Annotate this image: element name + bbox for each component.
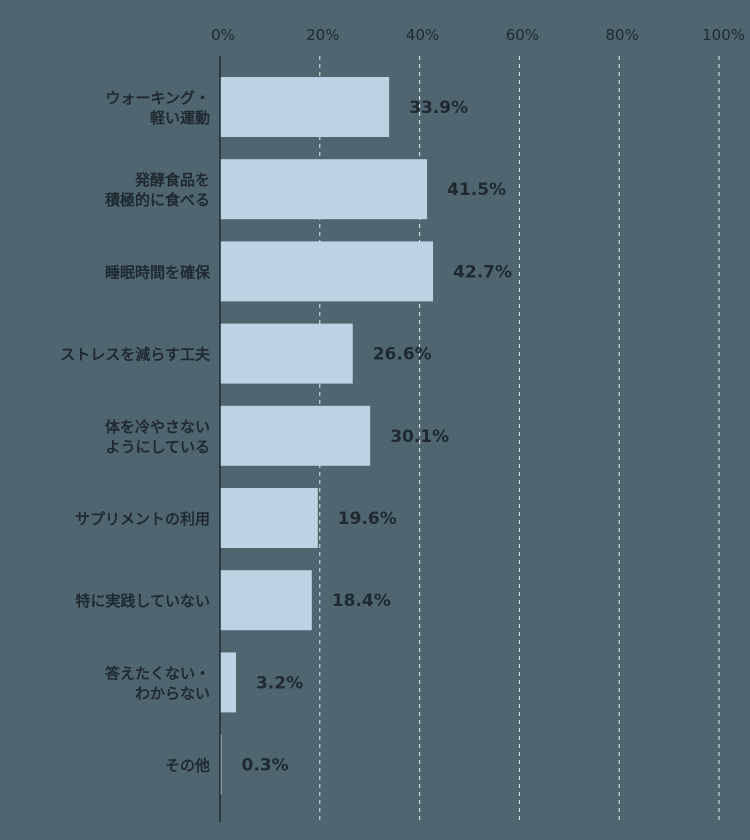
value-label: 41.5%: [447, 180, 506, 200]
bar: [220, 323, 353, 384]
value-labels: 33.9% 41.5% 42.7% 26.6% 30.1% 19.6% 18.4% 3.2% 0…: [242, 98, 513, 776]
category-label: ストレスを減らす工夫: [60, 346, 211, 364]
bar: [220, 652, 236, 713]
category-label: 特に実践していない: [75, 592, 210, 610]
bar: [220, 405, 371, 466]
value-label: 26.6%: [373, 345, 432, 365]
x-tick-label: 100%: [702, 26, 745, 44]
x-axis-ticks: 0% 20% 40% 60% 80% 100%: [211, 26, 745, 44]
value-label: 3.2%: [256, 673, 303, 693]
value-label: 19.6%: [338, 509, 397, 529]
bar: [220, 241, 434, 302]
x-tick-label: 80%: [606, 26, 639, 44]
value-label: 30.1%: [390, 427, 449, 447]
x-tick-label: 0%: [211, 26, 235, 44]
category-label: 睡眠時間を確保: [105, 263, 211, 281]
category-label: ウォーキング・軽い運動: [105, 89, 210, 127]
x-tick-label: 20%: [306, 26, 339, 44]
bar: [220, 159, 428, 220]
x-tick-label: 40%: [406, 26, 439, 44]
value-label: 42.7%: [453, 262, 512, 282]
bar: [220, 488, 318, 548]
value-label: 0.3%: [242, 756, 289, 776]
category-label: 答えたくない・わからない: [105, 664, 210, 702]
bar: [220, 570, 312, 631]
bar: [220, 77, 390, 137]
value-label: 33.9%: [409, 98, 468, 118]
value-label: 18.4%: [332, 591, 391, 611]
category-labels: ウォーキング・軽い運動発酵食品を積極的に食べる睡眠時間を確保ストレスを減らす工夫…: [60, 89, 211, 775]
category-label: 体を冷やさないようにしている: [105, 418, 210, 456]
category-label: サプリメントの利用: [75, 510, 210, 528]
category-label: その他: [165, 757, 210, 775]
x-tick-label: 60%: [506, 26, 539, 44]
category-label: 発酵食品を積極的に食べる: [104, 171, 210, 209]
